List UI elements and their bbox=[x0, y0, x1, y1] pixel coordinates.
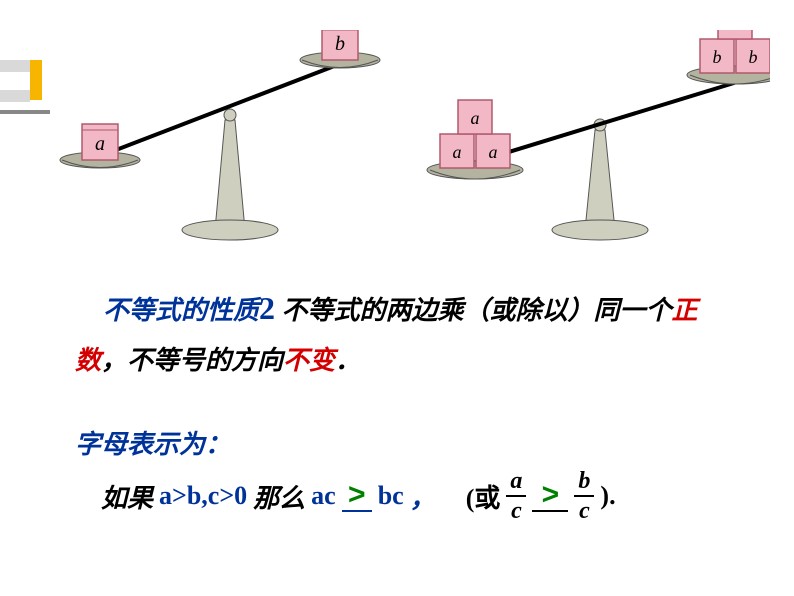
frac-bar-2 bbox=[574, 495, 594, 497]
svg-text:b: b bbox=[713, 47, 722, 67]
svg-text:a: a bbox=[471, 108, 480, 128]
svg-text:a: a bbox=[489, 142, 498, 162]
scale-right: a a a b b b bbox=[427, 30, 770, 240]
period: ． bbox=[335, 346, 361, 375]
or-close: ). bbox=[600, 481, 615, 511]
expression-line: 如果a>b,c>0那么 ac > bc， (或 a c > b c ). bbox=[75, 469, 735, 523]
frac-b: b bbox=[578, 469, 590, 493]
frac-c1: c bbox=[511, 499, 522, 523]
gt-1: > bbox=[348, 478, 366, 511]
svg-text:b: b bbox=[749, 47, 758, 67]
svg-text:b: b bbox=[335, 33, 345, 55]
svg-text:b: b bbox=[731, 30, 740, 33]
title-number: 2 bbox=[259, 290, 275, 326]
then-word: 那么 bbox=[253, 478, 305, 515]
ac-text: ac bbox=[311, 481, 336, 511]
balance-scales-diagram: a b a a a bbox=[50, 30, 770, 260]
svg-text:a: a bbox=[453, 142, 462, 162]
fraction-bc: b c bbox=[574, 469, 594, 523]
fraction-ac: a c bbox=[506, 469, 526, 523]
blank-2: > bbox=[532, 480, 568, 512]
slide-decoration bbox=[0, 60, 50, 150]
body-1a: 不等式的两边乘（或除以）同一个 bbox=[282, 296, 672, 325]
frac-bar-1 bbox=[506, 495, 526, 497]
unchanged-word: 不变 bbox=[283, 346, 335, 375]
frac-a: a bbox=[510, 469, 522, 493]
svg-text:a: a bbox=[95, 133, 105, 155]
or-open: (或 bbox=[466, 478, 501, 515]
scale-left: a b bbox=[60, 30, 380, 240]
letter-representation-label: 字母表示为： bbox=[75, 424, 735, 461]
property-statement: 不等式的性质2 不等式的两边乘（或除以）同一个正数，不等号的方向不变． bbox=[75, 280, 735, 384]
if-word: 如果 bbox=[101, 478, 153, 515]
condition: a>b,c>0 bbox=[159, 481, 247, 511]
blank-1: > bbox=[342, 480, 372, 512]
title-lead: 不等式的性质 bbox=[103, 296, 259, 325]
comma: ， bbox=[410, 478, 436, 515]
content-text: 不等式的性质2 不等式的两边乘（或除以）同一个正数，不等号的方向不变． 字母表示… bbox=[75, 280, 735, 523]
bc-text: bc bbox=[378, 481, 404, 511]
frac-c2: c bbox=[579, 499, 590, 523]
gt-2: > bbox=[542, 478, 560, 511]
body-1b: ，不等号的方向 bbox=[101, 346, 283, 375]
